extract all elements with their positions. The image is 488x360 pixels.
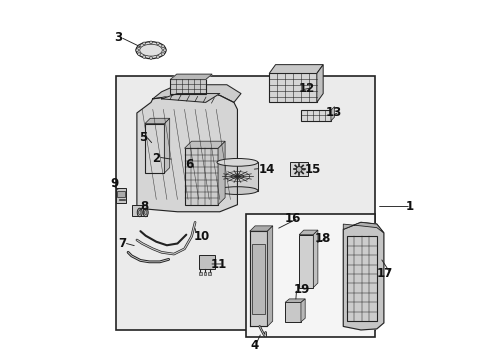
- Bar: [117, 191, 125, 197]
- Text: 12: 12: [298, 82, 314, 95]
- Bar: [346, 237, 376, 321]
- Bar: [269, 73, 316, 102]
- Bar: [300, 110, 330, 121]
- Bar: [251, 243, 264, 314]
- Polygon shape: [343, 222, 383, 330]
- Ellipse shape: [217, 158, 257, 166]
- Bar: [285, 302, 300, 322]
- Polygon shape: [299, 230, 317, 235]
- Polygon shape: [313, 230, 317, 288]
- Polygon shape: [300, 299, 305, 322]
- Polygon shape: [217, 162, 257, 190]
- Bar: [199, 273, 202, 275]
- Circle shape: [137, 53, 140, 55]
- Ellipse shape: [137, 208, 142, 217]
- Bar: [208, 273, 210, 275]
- Polygon shape: [249, 226, 272, 231]
- Text: 5: 5: [139, 131, 147, 144]
- Polygon shape: [145, 118, 169, 123]
- Text: 7: 7: [118, 237, 126, 250]
- Ellipse shape: [143, 208, 148, 217]
- Polygon shape: [184, 141, 224, 148]
- Polygon shape: [218, 141, 224, 205]
- Bar: [131, 206, 147, 216]
- Bar: [116, 76, 374, 330]
- Circle shape: [156, 42, 159, 45]
- Circle shape: [149, 57, 152, 59]
- Text: 13: 13: [325, 107, 341, 120]
- Circle shape: [142, 55, 145, 58]
- Bar: [299, 235, 313, 288]
- Circle shape: [156, 55, 159, 58]
- Polygon shape: [269, 65, 323, 73]
- Polygon shape: [137, 95, 237, 212]
- Text: 19: 19: [293, 283, 309, 296]
- Circle shape: [161, 45, 164, 48]
- Text: 9: 9: [110, 177, 119, 190]
- Polygon shape: [249, 231, 267, 327]
- Text: 6: 6: [185, 158, 193, 171]
- Ellipse shape: [136, 42, 165, 59]
- Ellipse shape: [144, 210, 147, 215]
- Text: 8: 8: [140, 200, 148, 213]
- Bar: [198, 256, 214, 269]
- Circle shape: [161, 53, 164, 55]
- Circle shape: [163, 49, 166, 51]
- Text: 2: 2: [151, 152, 160, 165]
- Polygon shape: [330, 107, 334, 121]
- Polygon shape: [170, 74, 212, 80]
- Ellipse shape: [217, 187, 257, 194]
- Text: 3: 3: [114, 31, 122, 44]
- Polygon shape: [343, 222, 383, 330]
- Polygon shape: [343, 222, 383, 233]
- Polygon shape: [316, 65, 323, 102]
- Polygon shape: [152, 85, 241, 102]
- Text: 14: 14: [258, 163, 274, 176]
- Bar: [116, 188, 126, 203]
- Bar: [170, 80, 205, 94]
- Circle shape: [137, 45, 140, 48]
- Text: 15: 15: [304, 163, 320, 176]
- Bar: [184, 148, 218, 205]
- Circle shape: [142, 42, 145, 45]
- Polygon shape: [164, 118, 169, 173]
- Bar: [290, 162, 307, 176]
- Ellipse shape: [138, 210, 141, 215]
- Text: 17: 17: [376, 267, 392, 280]
- Circle shape: [296, 167, 302, 172]
- Text: 16: 16: [284, 212, 300, 225]
- Text: 18: 18: [314, 232, 330, 245]
- Circle shape: [149, 41, 152, 44]
- Polygon shape: [285, 299, 305, 302]
- Bar: [246, 213, 374, 337]
- Polygon shape: [267, 226, 272, 327]
- Text: 4: 4: [250, 339, 258, 352]
- Bar: [203, 273, 206, 275]
- Circle shape: [136, 49, 138, 51]
- Text: 1: 1: [405, 200, 413, 213]
- Bar: [145, 123, 164, 173]
- Text: 11: 11: [210, 258, 226, 271]
- Polygon shape: [161, 94, 219, 102]
- Text: 10: 10: [193, 230, 209, 243]
